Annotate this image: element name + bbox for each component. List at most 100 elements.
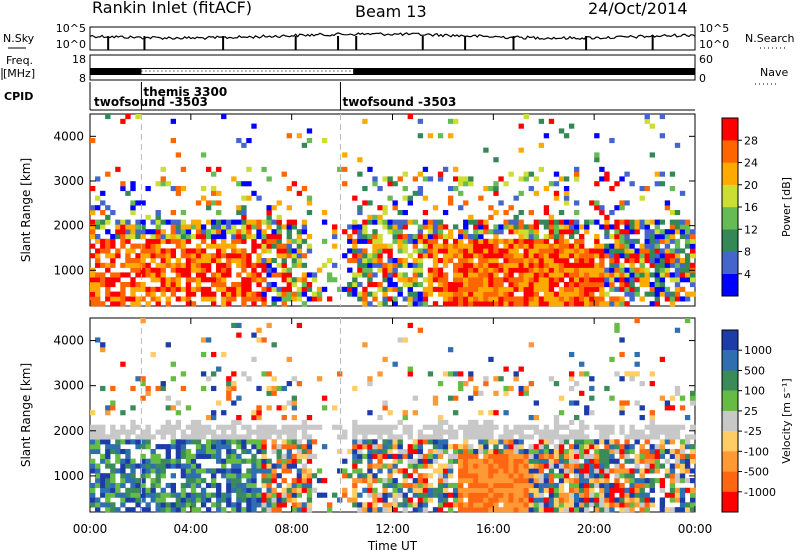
data-cell	[523, 243, 529, 249]
data-cell	[377, 205, 383, 211]
data-cell	[619, 502, 625, 508]
data-cell	[644, 219, 650, 225]
data-cell	[634, 267, 640, 273]
data-cell	[614, 286, 620, 292]
data-cell	[548, 253, 555, 259]
data-cell	[95, 478, 101, 484]
data-cell	[568, 286, 575, 292]
data-cell	[579, 262, 585, 268]
data-cell	[301, 282, 308, 288]
data-cell	[654, 478, 661, 484]
data-cell	[528, 286, 534, 292]
data-cell	[563, 473, 570, 479]
data-cell	[437, 176, 444, 182]
data-cell	[548, 473, 555, 479]
data-cell	[246, 181, 252, 187]
data-cell	[407, 434, 413, 440]
data-cell	[599, 478, 605, 484]
data-cell	[548, 291, 555, 297]
data-cell	[165, 258, 171, 264]
data-cell	[518, 238, 524, 244]
data-cell	[286, 238, 292, 244]
data-cell	[170, 473, 177, 479]
data-cell	[538, 487, 545, 493]
data-cell	[447, 434, 454, 440]
data-cell	[437, 277, 444, 283]
data-cell	[387, 444, 393, 450]
data-cell	[468, 376, 474, 382]
data-cell	[231, 434, 237, 440]
data-cell	[669, 424, 676, 430]
data-cell	[563, 296, 570, 302]
data-cell	[216, 497, 222, 503]
data-cell	[140, 468, 146, 474]
data-cell	[372, 282, 378, 288]
data-cell	[468, 453, 474, 459]
data-cell	[326, 507, 333, 513]
data-cell	[241, 296, 247, 302]
data-cell	[170, 439, 177, 445]
data-cell	[599, 424, 605, 430]
data-cell	[110, 238, 116, 244]
x-tick-label: 00:00	[73, 522, 108, 536]
data-cell	[553, 190, 560, 196]
data-cell	[195, 224, 202, 230]
data-cell	[533, 272, 540, 278]
data-cell	[125, 439, 131, 445]
data-cell	[175, 424, 182, 430]
data-cell	[558, 219, 565, 225]
data-cell	[387, 463, 393, 469]
data-cell	[90, 219, 96, 225]
data-cell	[387, 229, 393, 235]
data-cell	[185, 502, 192, 508]
data-cell	[231, 229, 237, 235]
data-cell	[488, 487, 494, 493]
data-cell	[377, 478, 383, 484]
data-cell	[468, 238, 474, 244]
data-cell	[634, 502, 640, 508]
data-cell	[458, 181, 464, 187]
colorbar-tick-label: 1000	[744, 344, 772, 357]
data-cell	[553, 238, 560, 244]
data-cell	[518, 301, 524, 307]
data-cell	[563, 262, 570, 268]
colorbar-swatch	[722, 431, 738, 452]
data-cell	[261, 296, 267, 302]
data-cell	[286, 444, 292, 450]
data-cell	[447, 502, 454, 508]
data-cell	[458, 205, 464, 211]
data-cell	[614, 238, 620, 244]
data-cell	[256, 224, 262, 230]
data-cell	[402, 186, 408, 192]
data-cell	[674, 453, 681, 459]
data-cell	[195, 429, 202, 435]
data-cell	[478, 296, 484, 302]
data-cell	[110, 478, 116, 484]
data-cell	[387, 492, 393, 498]
data-cell	[609, 507, 615, 513]
data-cell	[518, 272, 524, 278]
data-cell	[604, 507, 610, 513]
data-cell	[306, 195, 313, 201]
data-cell	[140, 458, 146, 464]
data-cell	[382, 267, 388, 273]
data-cell	[463, 478, 469, 484]
data-cell	[533, 219, 540, 225]
data-cell	[538, 434, 545, 440]
data-cell	[473, 277, 479, 283]
data-cell	[377, 507, 383, 513]
data-cell	[221, 219, 227, 225]
data-cell	[589, 439, 595, 445]
data-cell	[155, 385, 161, 392]
data-cell	[518, 258, 524, 264]
data-cell	[296, 322, 303, 328]
data-cell	[226, 376, 232, 382]
date-label: 24/Oct/2014	[588, 0, 688, 18]
data-cell	[347, 473, 353, 479]
data-cell	[236, 434, 242, 440]
data-cell	[180, 229, 187, 235]
data-cell	[543, 448, 550, 455]
data-cell	[684, 219, 691, 225]
data-cell	[357, 229, 363, 235]
data-cell	[533, 429, 540, 435]
